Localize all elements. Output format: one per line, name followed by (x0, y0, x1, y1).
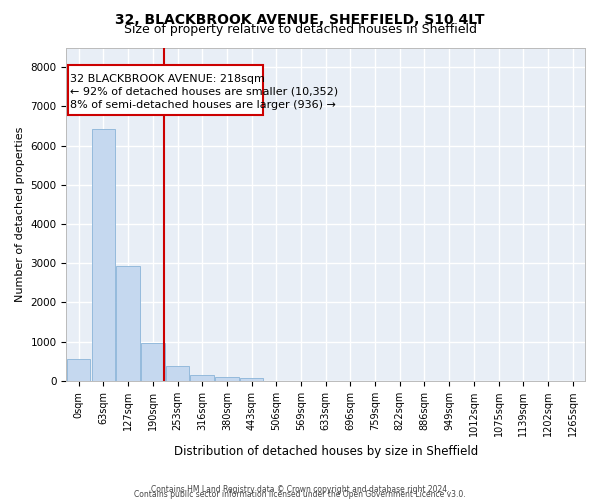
X-axis label: Distribution of detached houses by size in Sheffield: Distribution of detached houses by size … (173, 444, 478, 458)
Text: 32 BLACKBROOK AVENUE: 218sqm: 32 BLACKBROOK AVENUE: 218sqm (70, 74, 265, 84)
Text: Contains public sector information licensed under the Open Government Licence v3: Contains public sector information licen… (134, 490, 466, 499)
Bar (141, 342, 164, 381)
Bar (92, 129, 115, 381)
Bar (116, 266, 140, 381)
Text: Size of property relative to detached houses in Sheffield: Size of property relative to detached ho… (124, 22, 476, 36)
Text: 8% of semi-detached houses are larger (936) →: 8% of semi-detached houses are larger (9… (70, 100, 336, 110)
Bar (240, 378, 263, 381)
Bar (166, 366, 189, 381)
Bar (190, 375, 214, 381)
Bar (67, 359, 91, 381)
Text: 32, BLACKBROOK AVENUE, SHEFFIELD, S10 4LT: 32, BLACKBROOK AVENUE, SHEFFIELD, S10 4L… (115, 12, 485, 26)
Bar (68, 65, 263, 115)
Text: ← 92% of detached houses are smaller (10,352): ← 92% of detached houses are smaller (10… (70, 86, 338, 97)
Bar (215, 377, 239, 381)
Y-axis label: Number of detached properties: Number of detached properties (15, 126, 25, 302)
Text: Contains HM Land Registry data © Crown copyright and database right 2024.: Contains HM Land Registry data © Crown c… (151, 485, 449, 494)
